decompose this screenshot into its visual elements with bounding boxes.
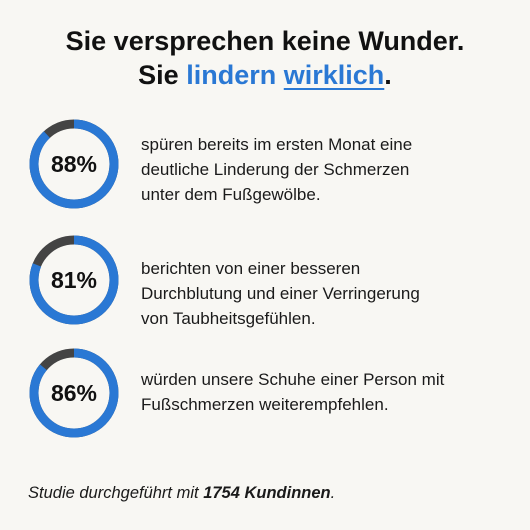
- progress-ring-2: 81%: [28, 234, 120, 326]
- stat-description-line: berichten von einer besseren: [141, 259, 361, 278]
- progress-ring-graphic: [29, 235, 119, 325]
- stat-item-2: 81% berichten von einer besseren Durchbl…: [28, 234, 518, 328]
- stat-percent: 86%: [50, 379, 98, 406]
- headline-line-1: Sie versprechen keine Wunder.: [65, 26, 465, 56]
- stat-description-line: unter dem Fußgewölbe.: [141, 185, 321, 204]
- footnote-suffix: .: [330, 484, 336, 502]
- progress-ring-1: 88%: [28, 118, 120, 210]
- stat-description-line: würden unsere Schuhe einer Person mit: [141, 370, 445, 389]
- stat-percent: 81%: [50, 266, 98, 293]
- stat-description: würden unsere Schuhe einer Person mit Fu…: [141, 367, 521, 417]
- progress-ring-graphic: [29, 119, 119, 209]
- progress-ring-3: 86%: [28, 347, 120, 439]
- headline-line-2: Sie lindern wirklich.: [0, 58, 530, 92]
- stat-percent: 88%: [50, 150, 98, 177]
- headline-prefix: Sie: [138, 60, 179, 90]
- headline: Sie versprechen keine Wunder. Sie linder…: [0, 24, 530, 92]
- study-footnote: Studie durchgeführt mit 1754 Kundinnen.: [28, 484, 508, 503]
- stat-description-line: Fußschmerzen weiterempfehlen.: [141, 395, 389, 414]
- progress-ring-graphic: [29, 348, 119, 438]
- footnote-count: 1754 Kundinnen: [203, 484, 331, 502]
- stat-description: berichten von einer besseren Durchblutun…: [141, 256, 521, 331]
- stat-item-1: 88% spüren bereits im ersten Monat eine …: [28, 118, 518, 210]
- stat-description: spüren bereits im ersten Monat eine deut…: [141, 132, 521, 207]
- footnote-prefix: Studie durchgeführt mit: [28, 484, 204, 502]
- stat-description-line: deutliche Linderung der Schmerzen: [141, 160, 410, 179]
- stat-item-3: 86% würden unsere Schuhe einer Person mi…: [28, 347, 518, 439]
- headline-suffix: .: [384, 60, 392, 90]
- stat-description-line: von Taubheitsgefühlen.: [141, 309, 316, 328]
- headline-underlined-word: wirklich: [283, 60, 385, 90]
- stat-description-line: spüren bereits im ersten Monat eine: [141, 135, 413, 154]
- headline-highlight: lindern: [186, 60, 277, 90]
- stat-description-line: Durchblutung und einer Verringerung: [141, 284, 420, 303]
